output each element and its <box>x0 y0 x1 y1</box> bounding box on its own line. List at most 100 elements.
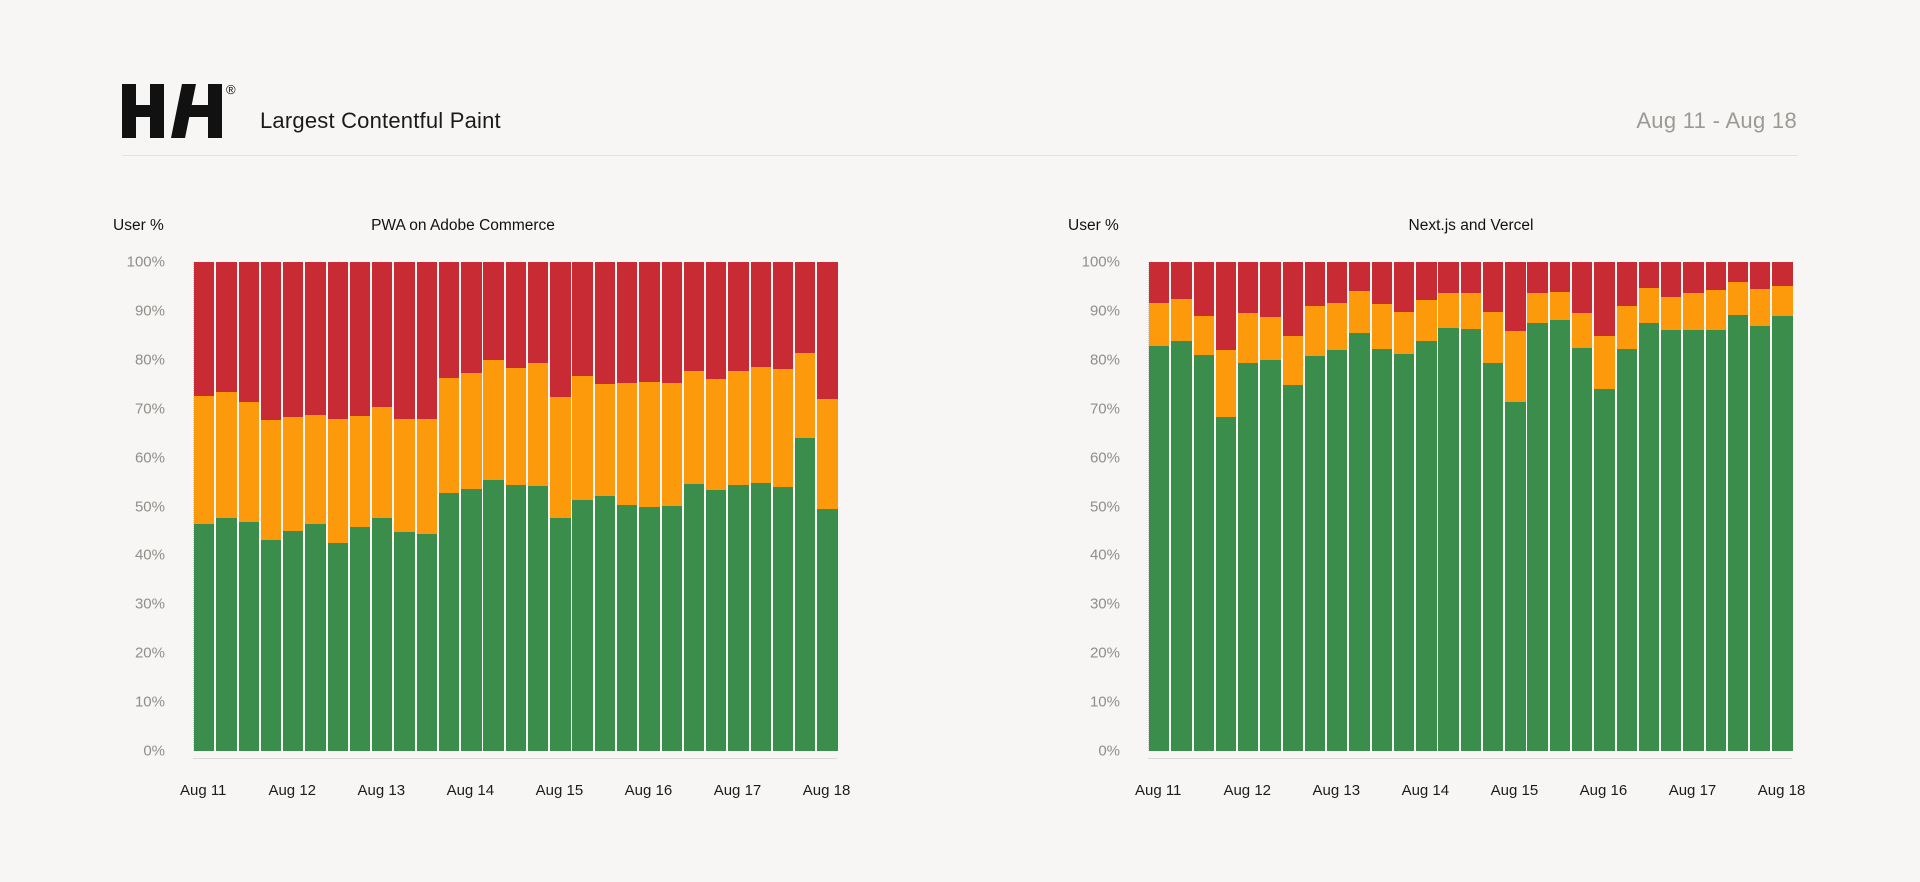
bar-segment-good <box>1416 341 1437 751</box>
bar-segment-needs-improvement <box>1460 292 1482 329</box>
bar-segment-needs-improvement <box>1571 313 1593 349</box>
stacked-bar <box>1527 262 1548 751</box>
bar-segment-poor <box>1393 262 1415 313</box>
y-tick-label: 60% <box>134 449 165 467</box>
stacked-bar <box>1304 262 1326 751</box>
stacked-bar <box>1571 262 1593 751</box>
stacked-bar <box>1727 262 1749 751</box>
stacked-bar <box>550 262 571 751</box>
bar-segment-poor <box>283 262 304 418</box>
y-axis-title: User % <box>113 217 164 234</box>
bar-segment-needs-improvement <box>194 395 215 525</box>
bar-segment-good <box>1616 348 1637 751</box>
bar-segment-needs-improvement <box>1149 303 1170 347</box>
stacked-bar <box>1505 262 1526 751</box>
chart-title: Next.js and Vercel <box>1408 217 1534 234</box>
bar-segment-poor <box>706 262 727 380</box>
stacked-bar <box>1393 262 1415 751</box>
bar-segment-needs-improvement <box>1505 330 1526 402</box>
bar-segment-good <box>1549 320 1571 751</box>
bar-segment-poor <box>1571 262 1593 314</box>
bar-segment-good <box>1171 340 1192 751</box>
bar-segment-poor <box>594 262 616 384</box>
bar-segment-needs-improvement <box>327 419 348 544</box>
bar-segment-poor <box>616 262 638 383</box>
bar-segment-poor <box>572 262 593 376</box>
stacked-bar <box>372 262 393 751</box>
stacked-bar <box>438 262 460 751</box>
stacked-bar <box>1549 262 1571 751</box>
bar-segment-good <box>394 531 415 751</box>
stacked-bar <box>461 262 482 751</box>
bar-segment-poor <box>1705 262 1726 291</box>
bar-segment-poor <box>1750 262 1771 290</box>
bar-segment-needs-improvement <box>483 360 504 481</box>
bar-segment-needs-improvement <box>238 401 259 523</box>
bar-segment-poor <box>461 262 482 374</box>
bar-segment-good <box>527 485 549 751</box>
stacked-bar <box>661 262 682 751</box>
bar-segment-good <box>661 506 682 751</box>
bar-segment-good <box>772 487 794 751</box>
bar-segment-poor <box>728 262 749 372</box>
bar-segment-needs-improvement <box>1594 336 1615 389</box>
stacked-bar <box>349 262 371 751</box>
bar-segment-good <box>1482 362 1504 751</box>
stacked-bar <box>772 262 794 751</box>
bar-segment-poor <box>1171 262 1192 299</box>
bar-segment-poor <box>550 262 571 397</box>
y-tick-label: 40% <box>1089 546 1120 564</box>
bar-segment-good <box>616 505 638 751</box>
bar-segment-good <box>1304 356 1326 751</box>
stacked-bar <box>1193 262 1214 751</box>
y-tick-label: 100% <box>126 253 165 271</box>
bar-segment-needs-improvement <box>817 399 838 510</box>
x-axis-line <box>1148 758 1792 759</box>
bar-segment-needs-improvement <box>1727 282 1749 316</box>
bar-segment-poor <box>1772 262 1793 286</box>
stacked-bar <box>750 262 771 751</box>
bar-segment-needs-improvement <box>1527 293 1548 324</box>
x-tick-label: Aug 16 <box>624 782 673 799</box>
stacked-bar <box>216 262 237 751</box>
bar-segment-needs-improvement <box>1282 336 1303 385</box>
bar-segment-good <box>639 507 660 751</box>
x-tick-label: Aug 18 <box>1757 782 1806 799</box>
bar-segment-needs-improvement <box>1750 289 1771 327</box>
bar-segment-poor <box>772 262 794 369</box>
x-tick-label: Aug 17 <box>1668 782 1717 799</box>
y-tick-label: 100% <box>1081 253 1120 271</box>
x-tick-label: Aug 17 <box>713 782 762 799</box>
bar-segment-poor <box>1594 262 1615 337</box>
bar-segment-good <box>327 543 348 751</box>
y-axis-title: User % <box>1068 217 1119 234</box>
bar-segment-poor <box>483 262 504 361</box>
bar-segment-needs-improvement <box>461 373 482 490</box>
bar-segment-needs-improvement <box>438 377 460 493</box>
bar-segment-good <box>795 438 816 751</box>
bar-segment-poor <box>1549 262 1571 292</box>
bar-segment-needs-improvement <box>527 362 549 486</box>
bar-segment-needs-improvement <box>349 416 371 528</box>
bar-segment-needs-improvement <box>1371 303 1392 349</box>
bar-segment-good <box>817 509 838 751</box>
bar-segment-needs-improvement <box>661 382 682 507</box>
bar-segment-poor <box>372 262 393 407</box>
bar-segment-needs-improvement <box>1327 303 1348 351</box>
bar-segment-poor <box>327 262 348 420</box>
bar-segment-needs-improvement <box>1549 291 1571 321</box>
bar-segment-poor <box>349 262 371 417</box>
chart-pwa-adobe-commerce: User % PWA on Adobe Commerce 100% 90% 80% 7… <box>93 210 850 820</box>
stacked-bar <box>1750 262 1771 751</box>
stacked-bar <box>527 262 549 751</box>
bar-segment-poor <box>1416 262 1437 300</box>
bar-segment-poor <box>1238 262 1259 313</box>
bar-segment-needs-improvement <box>1304 306 1326 357</box>
stacked-bar <box>238 262 259 751</box>
page-title: Largest Contentful Paint <box>260 108 501 133</box>
bar-segment-needs-improvement <box>594 383 616 496</box>
bar-segment-good <box>1661 329 1682 751</box>
bar-segment-poor <box>1638 262 1660 289</box>
stacked-bar <box>1705 262 1726 751</box>
stacked-bar <box>260 262 282 751</box>
